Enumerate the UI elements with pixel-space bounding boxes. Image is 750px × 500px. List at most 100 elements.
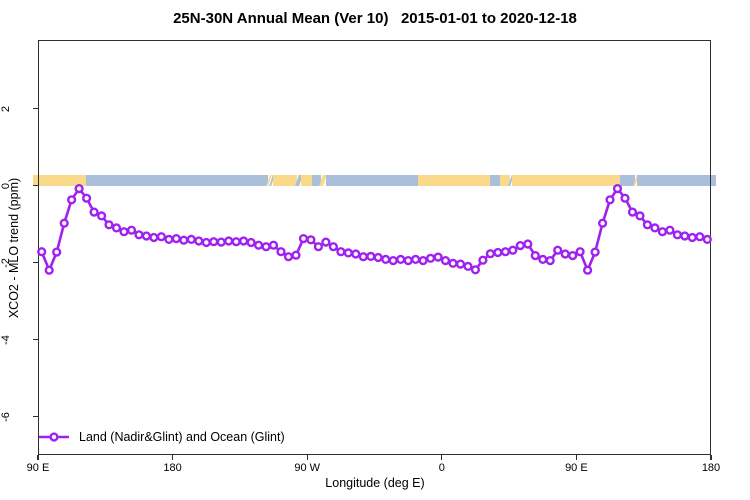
x-axis-tick-label: 0 (438, 462, 445, 474)
x-axis-tick (172, 455, 174, 460)
legend: Land (Nadir&Glint) and Ocean (Glint) (38, 430, 285, 444)
data-point-marker (612, 184, 623, 194)
data-point-marker (239, 236, 249, 246)
data-point-marker (627, 207, 638, 217)
y-axis-tick (33, 261, 38, 264)
data-point-marker (313, 242, 324, 252)
data-point-marker (478, 255, 488, 265)
data-point-marker (246, 237, 256, 248)
data-point-marker (358, 252, 368, 262)
data-point-marker (582, 265, 593, 275)
data-point-marker (231, 237, 241, 247)
data-point-marker (620, 193, 630, 203)
data-point-marker (538, 254, 548, 265)
y-axis-tick (33, 184, 38, 187)
data-point-marker (493, 247, 503, 258)
x-axis-tick (441, 455, 443, 460)
y-axis-tick-label: 0 (0, 182, 12, 189)
x-axis-tick-label: 90 E (26, 462, 50, 474)
data-point-marker (635, 211, 645, 221)
data-point-marker (126, 225, 137, 235)
data-point-marker (411, 254, 421, 265)
data-point-marker (530, 251, 540, 261)
data-point-marker (665, 225, 675, 235)
x-axis-tick (710, 455, 712, 460)
data-point-marker (134, 230, 144, 240)
y-axis-tick (33, 107, 38, 110)
data-point-marker (171, 234, 181, 244)
data-point-marker (66, 195, 77, 205)
x-axis-title: Longitude (deg E) (325, 476, 425, 490)
y-axis-tick-label: 2 (0, 105, 12, 112)
data-point-marker (254, 240, 264, 250)
data-point-marker (343, 248, 353, 258)
data-point-marker (381, 254, 391, 265)
data-point-marker (657, 227, 668, 237)
data-point-marker (485, 249, 496, 259)
y-axis-tick-label: -2 (0, 257, 12, 268)
data-point-marker (306, 235, 316, 245)
x-axis-tick-label: 180 (163, 462, 182, 474)
data-point-marker (74, 184, 84, 194)
data-point-marker (209, 237, 219, 247)
data-point-marker (463, 261, 473, 272)
data-point-marker (672, 230, 683, 240)
data-point-marker (81, 193, 92, 203)
data-point-marker (523, 239, 533, 249)
data-point-marker (508, 245, 518, 255)
data-point-marker (291, 250, 301, 260)
x-axis-tick (575, 455, 577, 460)
data-point-marker (194, 236, 204, 246)
data-point-marker (96, 211, 107, 221)
data-point-marker (597, 218, 608, 228)
data-point-marker (149, 232, 159, 243)
data-point-marker (455, 259, 466, 269)
data-point-marker (568, 251, 578, 261)
data-point-marker (351, 249, 361, 259)
data-point-marker (268, 240, 279, 250)
plot-area: Land (Nadir&Glint) and Ocean (Glint) (32, 40, 717, 455)
surface-type-band (32, 40, 717, 455)
data-point-marker (448, 258, 458, 268)
data-point-marker (283, 252, 294, 262)
x-axis-tick (306, 455, 308, 460)
data-point-marker (141, 231, 152, 241)
data-point-marker (702, 234, 712, 245)
data-point-marker (44, 265, 54, 275)
data-point-marker (650, 223, 660, 233)
data-point-marker (687, 232, 697, 243)
y-axis-tick-label: -6 (0, 411, 12, 422)
data-point-marker (216, 237, 226, 247)
data-point-marker (426, 253, 436, 263)
legend-label: Land (Nadir&Glint) and Ocean (Glint) (79, 430, 285, 444)
data-point-marker (186, 234, 196, 245)
x-axis-tick-label: 90 W (294, 462, 321, 474)
data-point-marker (321, 237, 331, 247)
chart-title: 25N-30N Annual Mean (Ver 10) 2015-01-01 … (173, 10, 577, 27)
data-point-marker (470, 265, 481, 275)
x-axis-tick-label: 180 (701, 462, 721, 474)
data-point-marker (111, 223, 122, 233)
band-segment-land (272, 175, 297, 187)
data-point-marker (418, 256, 428, 266)
data-point-marker (590, 247, 600, 257)
data-point-marker (545, 256, 555, 266)
band-segment-ocean (325, 175, 418, 187)
data-point-marker (575, 247, 585, 257)
band-segment-land (500, 175, 510, 187)
data-point-marker (403, 256, 413, 266)
band-segment-ocean (312, 175, 322, 187)
x-axis-tick-label: 90 E (565, 462, 588, 474)
data-point-marker (328, 242, 339, 252)
data-point-marker (560, 249, 570, 259)
data-point-marker (553, 245, 563, 255)
data-point-marker (164, 234, 174, 245)
data-point-marker (433, 252, 443, 262)
data-point-marker (336, 247, 346, 257)
data-point-marker (695, 232, 705, 242)
band-segment-land (301, 175, 313, 187)
data-point-marker (440, 256, 451, 266)
legend-marker-icon (39, 432, 69, 442)
data-point-marker (52, 247, 62, 257)
